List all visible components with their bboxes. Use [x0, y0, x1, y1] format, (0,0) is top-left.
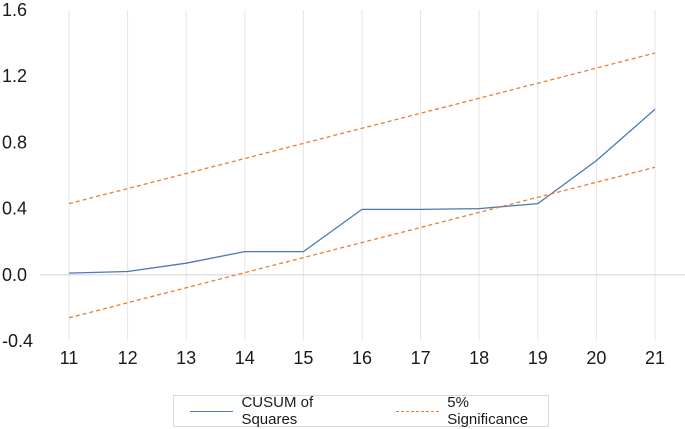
- series-line-cusum: [68, 108, 656, 274]
- x-tick-label: 20: [586, 348, 606, 368]
- y-tick-label: -0.4: [2, 331, 33, 351]
- gridlines: [40, 10, 685, 341]
- y-tick-label: 1.2: [2, 66, 27, 86]
- x-tick-label: 21: [645, 348, 665, 368]
- legend-swatch-solid: [190, 410, 234, 412]
- y-tick-label: 0.8: [2, 132, 27, 152]
- legend-swatch-dashed: [395, 410, 440, 412]
- legend: CUSUM of Squares 5% Significance: [173, 394, 549, 428]
- series-lines: [68, 52, 656, 319]
- legend-label-significance: 5% Significance: [447, 394, 529, 428]
- x-axis-tick-labels: 11 12 13 14 15 16 17 18 19 20 21: [60, 348, 665, 368]
- legend-item-significance: 5% Significance: [395, 394, 548, 428]
- series-line-upper-bound: [68, 52, 656, 205]
- y-tick-label: 1.6: [2, 0, 27, 20]
- chart-canvas: -0.4 0.0 0.4 0.8 1.2 1.6 11 12 13 14 15 16 17 18 19 20…: [2, 0, 685, 368]
- y-axis-tick-labels: -0.4 0.0 0.4 0.8 1.2 1.6: [2, 0, 33, 351]
- x-tick-label: 16: [352, 348, 372, 368]
- legend-item-cusum: CUSUM of Squares: [190, 394, 366, 428]
- x-tick-label: 15: [293, 348, 313, 368]
- x-tick-label: 17: [411, 348, 431, 368]
- series-line-lower-bound: [68, 166, 656, 319]
- x-tick-label: 12: [118, 348, 138, 368]
- x-tick-label: 13: [176, 348, 196, 368]
- legend-label-cusum: CUSUM of Squares: [241, 394, 314, 428]
- y-tick-label: 0.4: [2, 199, 27, 219]
- x-tick-label: 18: [469, 348, 489, 368]
- x-tick-label: 11: [60, 348, 79, 368]
- x-tick-label: 19: [528, 348, 548, 368]
- x-tick-label: 14: [235, 348, 255, 368]
- y-tick-label: 0.0: [2, 265, 27, 285]
